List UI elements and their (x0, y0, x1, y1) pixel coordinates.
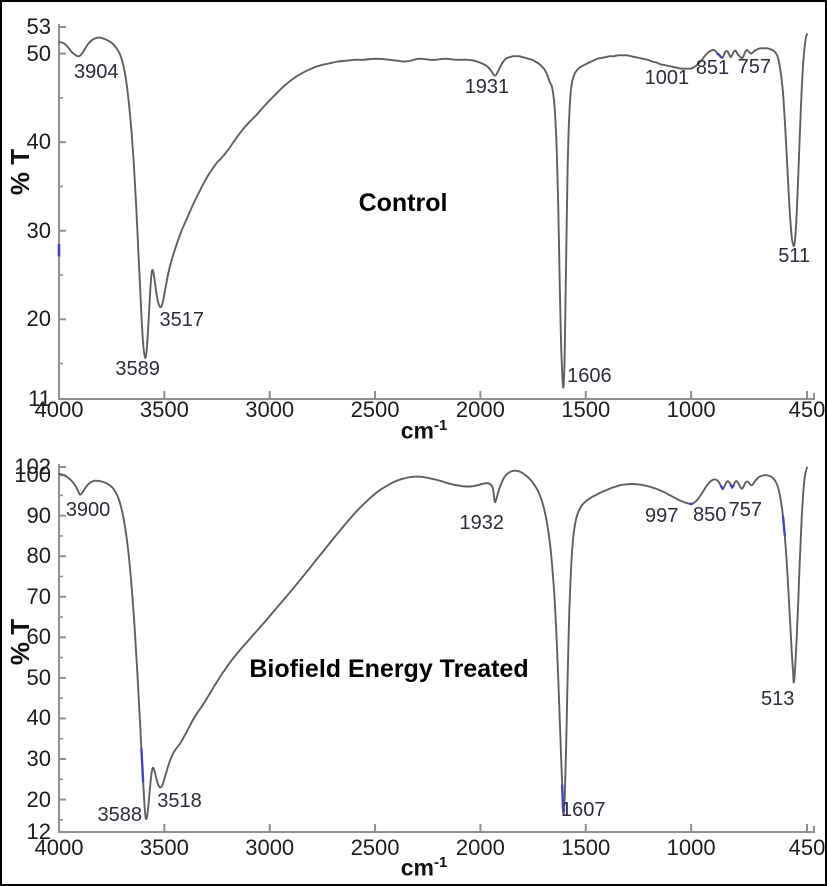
y-tick-label: 11 (28, 386, 51, 411)
peak-label: 1932 (459, 512, 504, 535)
chart-title-control: Control (358, 189, 448, 217)
y-tick-label: 102 (14, 454, 51, 479)
x-tick-label: 3500 (139, 397, 189, 422)
y-tick-label: 50 (26, 40, 51, 66)
x-tick-label: 3000 (245, 835, 295, 860)
y-tick-label: 20 (26, 306, 51, 332)
x-tick-label: 1500 (561, 397, 611, 422)
peak-label: 511 (778, 244, 811, 267)
peak-label: 851 (695, 57, 730, 79)
peak-label: 3517 (159, 308, 205, 331)
y-tick-label: 60 (26, 624, 51, 650)
peak-label: 850 (693, 503, 727, 526)
y-tick-label: 53 (26, 14, 51, 39)
x-tick-label: 2500 (350, 835, 400, 860)
x-tick-label: 3000 (245, 397, 295, 422)
ir-spectrum-curve (58, 33, 808, 389)
x-axis-unit: cm (400, 417, 434, 444)
x-axis-unit-exponent: -1 (433, 417, 448, 434)
peak-label: 997 (645, 504, 679, 527)
peak-label: 3904 (73, 61, 119, 84)
y-tick-label: 90 (26, 502, 51, 528)
y-tick-label: 80 (26, 543, 51, 569)
ir-spectrum-curve (58, 466, 808, 821)
x-axis-label-treated: cm-1 (324, 849, 524, 882)
x-tick-label: 450 (788, 397, 826, 422)
y-tick-label: 30 (26, 746, 51, 771)
x-tick-label: 3500 (139, 835, 189, 860)
x-tick-label: 4000 (34, 397, 84, 422)
chart-title-treated: Biofield Energy Treated (249, 655, 529, 683)
x-axis-unit-exponent: -1 (433, 854, 448, 871)
y-tick-label: 40 (26, 705, 51, 731)
x-tick-label: 4000 (34, 835, 84, 860)
peak-label: 1606 (567, 365, 612, 388)
cursor-mark (719, 484, 724, 491)
y-axis-label-control: % T (5, 148, 35, 196)
x-tick-label: 2000 (455, 397, 505, 422)
x-tick-label: 1500 (561, 835, 611, 860)
y-tick-label: 20 (26, 786, 51, 812)
peak-label: 3900 (65, 498, 111, 521)
y-tick-label: 70 (26, 583, 51, 609)
peak-label: 757 (737, 56, 771, 78)
peak-label: 757 (728, 499, 762, 522)
peak-label: 1931 (464, 75, 510, 98)
peak-label: 3588 (97, 804, 143, 827)
x-tick-label: 450 (788, 835, 826, 860)
x-tick-label: 2500 (350, 397, 400, 422)
y-tick-label: 30 (26, 217, 51, 243)
x-tick-label: 1000 (666, 397, 716, 422)
y-axis-label-treated: % T (5, 618, 35, 666)
cursor-mark (729, 484, 735, 490)
y-tick-label: 12 (26, 819, 51, 844)
x-tick-label: 1000 (666, 835, 716, 860)
y-tick-label: 40 (26, 129, 51, 155)
peak-label: 1001 (644, 66, 690, 89)
cursor-mark (781, 515, 786, 536)
peak-label: 513 (761, 688, 795, 711)
y-tick-label: 100 (14, 462, 51, 488)
cursor-mark (140, 747, 145, 783)
peak-label: 3518 (157, 790, 202, 813)
peak-label: 1607 (560, 799, 606, 822)
cursor-mark (561, 784, 566, 813)
x-tick-label: 2000 (455, 835, 505, 860)
peak-label: 3589 (115, 358, 160, 381)
cursor-mark (716, 52, 723, 59)
x-axis-label-control: cm-1 (324, 412, 524, 445)
x-axis-unit: cm (400, 854, 434, 881)
y-tick-label: 50 (26, 664, 51, 690)
